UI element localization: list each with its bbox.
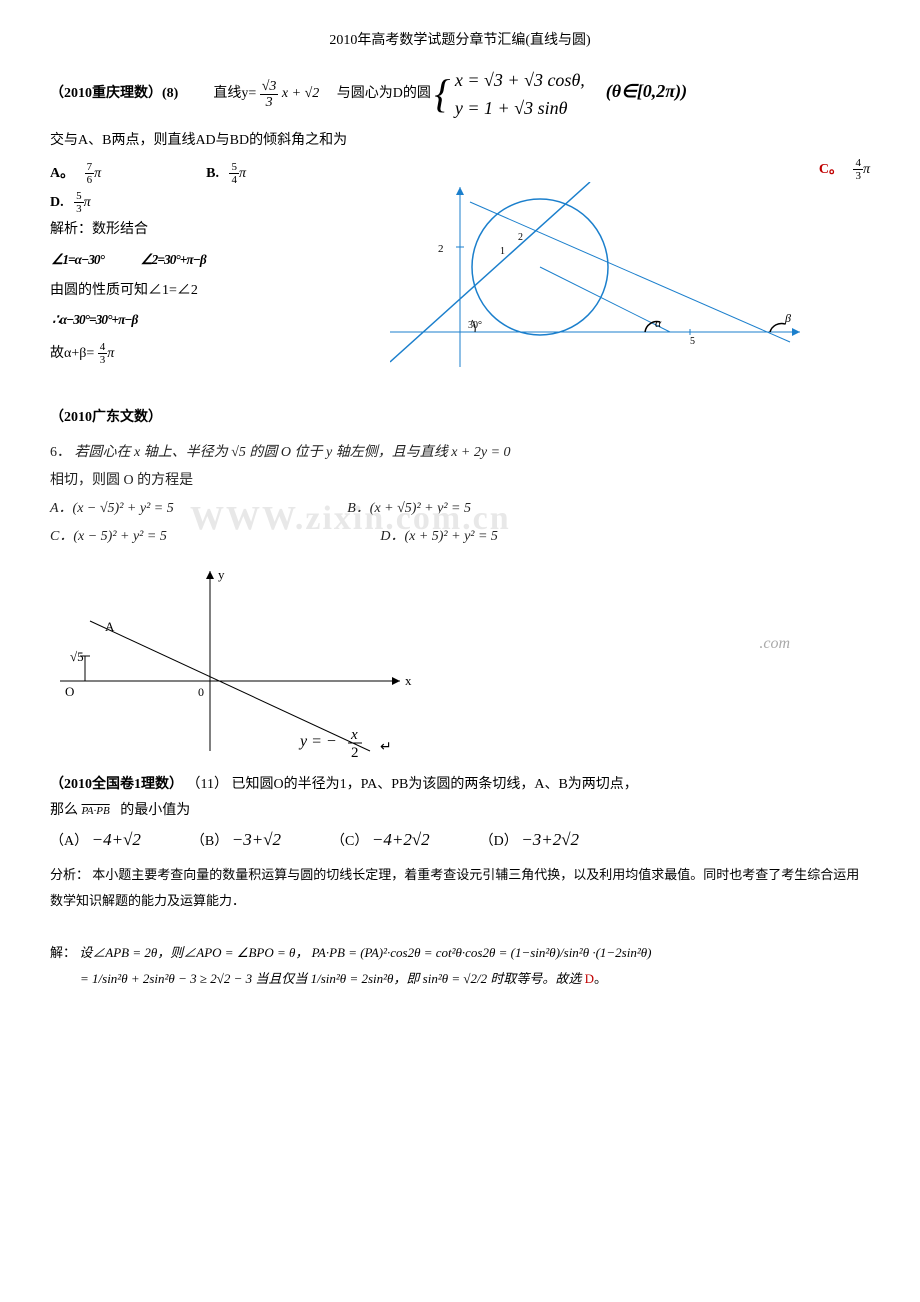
q2-A-label: A <box>105 619 115 634</box>
q1-optD-suffix: π <box>84 195 91 210</box>
q1-optA-label: A。 <box>50 166 74 181</box>
q3-sol-label: 解： <box>50 945 76 960</box>
q1-optC-label: C。 <box>819 162 843 177</box>
q2-line-eq: y = − <box>298 733 337 750</box>
q3-optC: −4+2√2 <box>372 830 430 849</box>
q1-optC-frac: 4 3 <box>853 157 863 182</box>
q3-optD: −3+2√2 <box>521 830 579 849</box>
q2-x-label: x <box>405 673 412 688</box>
q3-optB: −3+√2 <box>232 830 281 849</box>
q1-optB-num: 5 <box>229 161 239 174</box>
q3-qnum: （11） <box>187 777 228 792</box>
svg-text:2: 2 <box>518 232 523 243</box>
svg-text:1: 1 <box>500 246 505 257</box>
q2-source: （2010广东文数） <box>50 407 870 429</box>
q2-origin: 0 <box>198 685 204 699</box>
q1-param-range: (θ∈[0,2π)) <box>606 82 687 102</box>
q1-step2: ∠2=30°+π−β <box>141 250 206 272</box>
q1-source: （2010重庆理数）(8) <box>50 87 178 102</box>
q1-param-brace: { x = √3 + √3 cosθ, y = 1 + √3 sinθ <box>434 62 584 126</box>
q1-text2: x + √2 <box>282 87 319 102</box>
q2-arrow: ↵ <box>380 740 392 755</box>
svg-text:5: 5 <box>690 336 695 347</box>
q3-optA-label: （A） <box>50 834 88 849</box>
q1-step4: ∴α−30°=30°+π−β <box>52 310 137 332</box>
q1-step5-frac: 4 3 <box>98 341 108 366</box>
q1-param-x: x = √3 + √3 cosθ, <box>455 66 585 95</box>
svg-text:x: x <box>350 727 358 743</box>
q1-optB-label: B. <box>206 166 219 181</box>
q1-frac-num: √3 <box>260 79 279 95</box>
q3-line2-pre: 那么 <box>50 803 78 818</box>
q3-optB-label: （B） <box>191 834 228 849</box>
q1-optC-num: 4 <box>853 157 863 170</box>
q1-text3: 与圆心为D的圆 <box>337 87 431 102</box>
q1-optB-suffix: π <box>239 166 246 181</box>
q2-O-label: O <box>65 684 74 699</box>
q2-diagram: x y A √5 O 0 y = − x 2 ↵ <box>50 561 430 761</box>
q1-frac: √3 3 <box>260 79 279 111</box>
q3-vec: PA·PB <box>82 805 110 817</box>
q1-param-y: y = 1 + √3 sinθ <box>455 94 585 123</box>
q1-step5-suffix: π <box>107 346 114 361</box>
q1-text1: 直线y= <box>213 87 256 102</box>
svg-text:α: α <box>655 316 662 330</box>
q3-line2-post: 的最小值为 <box>120 803 190 818</box>
q3-text1: 已知圆O的半径为1，PA、PB为该圆的两条切线，A、B为两切点， <box>231 777 637 792</box>
q1-optA-frac: 7 6 <box>85 161 95 186</box>
q3-sol-line2: = 1/sin²θ + 2sin²θ − 3 ≥ 2√2 − 3 当且仅当 1/… <box>80 971 585 986</box>
q2-watermark: WWW.zixin.com.cn <box>190 485 511 553</box>
q3-analysis-label: 分析： <box>50 867 89 882</box>
page-title: 2010年高考数学试题分章节汇编(直线与圆) <box>50 30 870 52</box>
q3-optA: −4+√2 <box>92 830 141 849</box>
q1-optB-frac: 5 4 <box>229 161 239 186</box>
q1-optC-den: 3 <box>853 170 863 182</box>
q3-sol-text: 设∠APB = 2θ，则∠APO = ∠BPO = θ， PA·PB = (PA… <box>79 945 651 960</box>
q1-step5-num: 4 <box>98 341 108 354</box>
q3-sol-answer: D <box>585 971 594 986</box>
q1-line2: 交与A、B两点，则直线AD与BD的倾斜角之和为 <box>50 130 870 152</box>
q1-step5-den: 3 <box>98 354 108 366</box>
q1-optD-label: D. <box>50 195 64 210</box>
svg-text:β: β <box>784 311 791 325</box>
q1-step1: ∠1=α−30° <box>51 250 104 272</box>
svg-text:2: 2 <box>351 745 359 761</box>
q1-optD-den: 3 <box>74 203 84 215</box>
q2-optA: A．(x − √5)² + y² = 5 <box>50 501 174 516</box>
q3-analysis-text: 本小题主要考查向量的数量积运算与圆的切线长定理，着重考查设元引辅三角代换，以及利… <box>50 867 859 908</box>
q1-optC-suffix: π <box>863 162 870 177</box>
q1-optA-suffix: π <box>94 166 101 181</box>
q1-optA-num: 7 <box>85 161 95 174</box>
q2-block: （2010广东文数） 6． 若圆心在 x 轴上、半径为 √5 的圆 O 位于 y… <box>50 407 870 770</box>
q1-optD-frac: 5 3 <box>74 190 84 215</box>
q1-step5-pre: 故α+β= <box>50 346 94 361</box>
q2-qnum: 6． <box>50 445 71 460</box>
q2-corner-text: .com <box>759 631 790 657</box>
svg-text:2: 2 <box>438 243 444 255</box>
q1-step3: 由圆的性质可知∠1=∠2 <box>50 280 390 302</box>
q2-y-label: y <box>218 567 225 582</box>
q1-optB-den: 4 <box>229 174 239 186</box>
q2-text: 若圆心在 x 轴上、半径为 √5 的圆 O 位于 y 轴左侧，且与直线 x + … <box>75 445 511 460</box>
q3-optD-label: （D） <box>480 834 518 849</box>
q1-block: （2010重庆理数）(8) 直线y= √3 3 x + √2 与圆心为D的圆 {… <box>50 62 870 380</box>
q1-frac-den: 3 <box>260 95 279 110</box>
q1-optA-den: 6 <box>85 174 95 186</box>
q3-block: （2010全国卷1理数） （11） 已知圆O的半径为1，PA、PB为该圆的两条切… <box>50 774 870 992</box>
q3-source: （2010全国卷1理数） <box>50 777 183 792</box>
q1-analysis-label: 解析：数形结合 <box>50 219 390 241</box>
q1-optD-num: 5 <box>74 190 84 203</box>
q1-diagram: 2 α β 30° 2 1 5 <box>390 182 810 372</box>
q3-optC-label: （C） <box>331 834 368 849</box>
q2-optC: C．(x − 5)² + y² = 5 <box>50 529 167 544</box>
